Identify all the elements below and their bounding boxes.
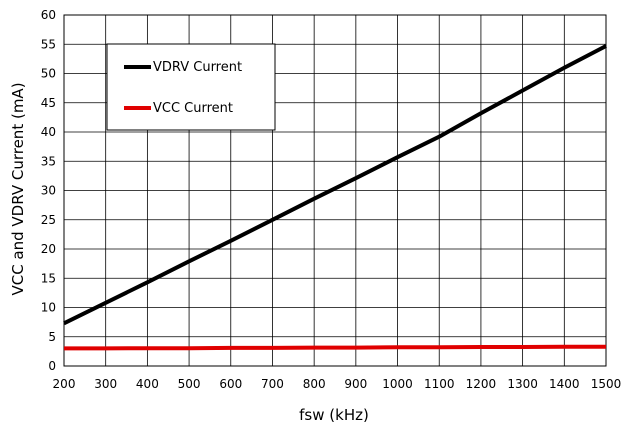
y-tick-label: 5 [48,330,56,344]
vdrv-current-line [63,44,607,326]
x-tick-label: 800 [303,377,326,391]
y-axis-label: VCC and VDRV Current (mA) [9,82,27,295]
x-axis-label: fsw (kHz) [299,406,369,424]
y-tick-label: 20 [41,242,56,256]
y-tick-labels: 0 5 10 15 20 25 30 35 40 45 50 55 60 [41,8,56,373]
y-tick-label: 0 [48,359,56,373]
legend-box [106,43,276,131]
x-tick-label: 400 [136,377,159,391]
legend-label-vcc: VCC Current [153,101,233,116]
x-tick-label: 200 [53,377,76,391]
x-tick-label: 900 [344,377,367,391]
x-tick-label: 500 [178,377,201,391]
x-tick-label: 300 [94,377,117,391]
vcc-current-line [64,344,606,351]
x-tick-labels: 200 300 400 500 600 700 800 900 1000 1100 1200 1300… [53,377,622,391]
plot-area-frame [63,14,607,367]
y-tick-label: 30 [41,184,56,198]
y-tick-label: 40 [41,125,56,139]
series-lines [63,44,607,351]
y-tick-label: 10 [41,301,56,315]
x-tick-label: 1200 [466,377,497,391]
y-tick-label: 55 [41,37,56,51]
x-tick-label: 700 [261,377,284,391]
y-tick-label: 35 [41,154,56,168]
x-tick-label: 1400 [549,377,580,391]
y-tick-label: 50 [41,67,56,81]
x-tick-label: 1300 [507,377,538,391]
y-tick-label: 15 [41,271,56,285]
x-tick-label: 1000 [382,377,413,391]
legend-label-vdrv: VDRV Current [153,60,242,75]
legend: VDRV Current VCC Current [106,43,276,131]
x-tick-label: 1100 [424,377,455,391]
y-tick-label: 60 [41,8,56,22]
y-tick-label: 25 [41,213,56,227]
x-tick-label: 1500 [591,377,622,391]
y-tick-label: 45 [41,96,56,110]
x-tick-label: 600 [219,377,242,391]
